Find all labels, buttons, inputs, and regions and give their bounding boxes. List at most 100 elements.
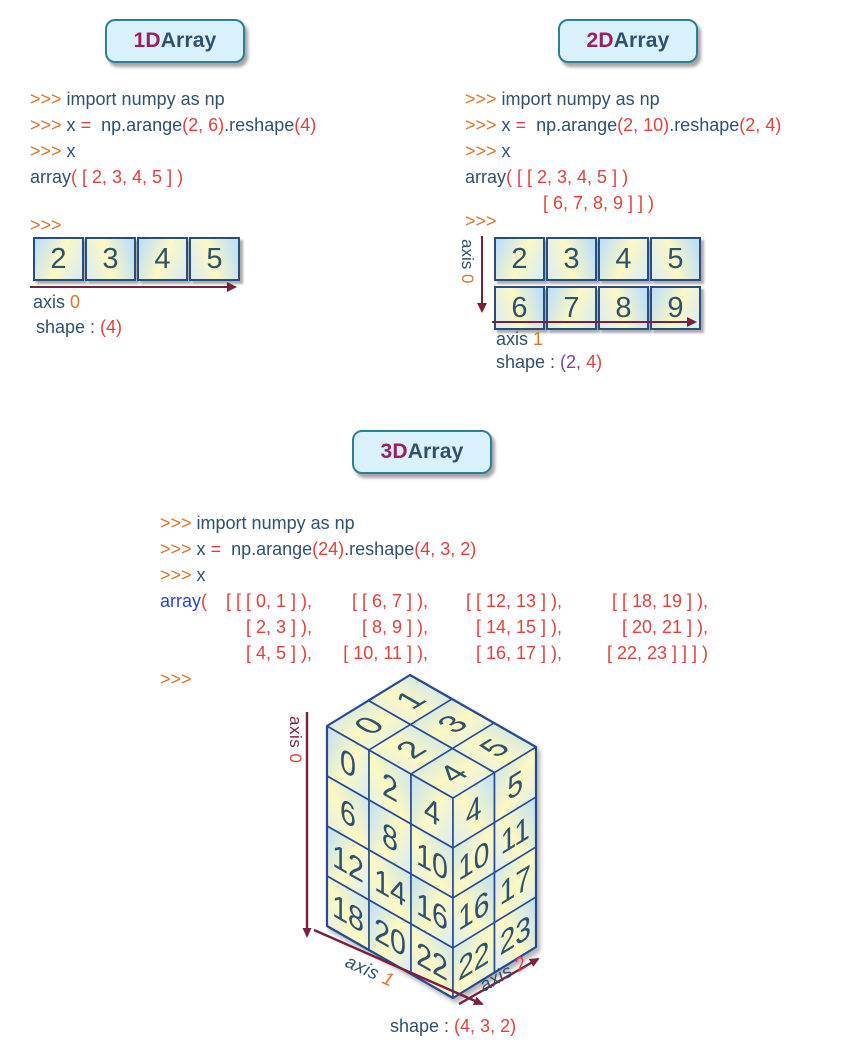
text-segment: shape : [390,1016,455,1036]
3d-shape-label: shape : (4, 3, 2) [390,1016,516,1037]
2d-axis1-label: axis 1 [496,329,543,350]
array-cell: 3 [546,237,597,281]
text-segment: >>> [30,215,62,235]
text-segment: import numpy as np [66,89,225,109]
cube-face-number: 4 [424,788,440,834]
text-segment: >>> [160,513,197,533]
code-line: array( [ [ 2, 3, 4, 5 ] ) [465,164,781,190]
text-segment: >>> [465,115,502,135]
array-text-cell: [ 20, 21 ] ), [621,617,709,637]
text-segment: >>> [160,669,192,689]
text-segment: >>> [465,211,497,231]
text-segment: np.arange [526,115,618,135]
text-segment: (4, 3, 2) [414,539,477,559]
2d-python-prompt: >>> [465,208,497,234]
3d-python-prompt: >>> [160,666,192,692]
1d-axis0-label: axis 0 [33,292,80,313]
text-segment: shape : [36,317,101,337]
badge-dimension-label: 2D [586,29,614,52]
cube-face-number: 2 [382,764,398,810]
text-segment: ( [201,591,213,611]
text-segment: (2, 4) [739,115,782,135]
text-segment: np.arange [91,115,183,135]
2d-axis0-label: axis 0 [457,239,477,283]
code-line: >>> x [465,138,781,164]
code-line: >>> x = np.arange(2, 6).reshape(4) [30,112,316,138]
text-segment: x [196,539,211,559]
array-cell: 6 [494,286,545,330]
3d-array-title-badge: 3D Array [352,430,492,474]
text-segment: >>> [160,565,197,585]
array-cell: 5 [189,237,240,281]
text-segment: 4) [581,352,603,372]
array-text-cell: [ 10, 11 ] ), [343,643,429,663]
badge-dimension-label: 3D [380,440,408,463]
code-line: >>> import numpy as np [160,510,476,536]
cube-face-number: 5 [507,761,523,808]
array-cell: 4 [137,237,188,281]
text-segment: x [66,115,81,135]
text-segment: array [160,591,202,611]
code-line: [ 6, 7, 8, 9 ] ] ) [465,190,781,216]
1d-shape-label: shape : (4) [36,317,122,338]
2d-axis0-arrow [477,236,487,313]
text-segment: axis [458,239,477,274]
1d-axis0-arrow [30,282,237,292]
1d-array-title-badge: 1D Array [105,19,245,63]
array-text-cell: [ 16, 17 ] ), [475,643,563,663]
text-segment: (2, 10) [617,115,670,135]
text-segment: 0 [458,273,477,284]
text-segment: >>> [30,141,67,161]
badge-array-label: Array [407,440,464,463]
text-segment: x [501,115,516,135]
code-line: >>> x [160,562,476,588]
array-cell: 2 [33,237,84,281]
3d-array-output: array( [ [ [ 0, 1 ] ), [ [ 6, 7 ] ), [ [ 1… [160,588,708,666]
text-segment: x [501,141,511,161]
cube-face-number: 8 [382,814,398,860]
text-segment: = [515,115,527,135]
1d-code-block: >>> import numpy as np >>> x = np.arange(… [30,86,316,190]
text-segment: >>> [30,89,67,109]
array-text-cell: [ 22, 23 ] ] ] ) [606,643,709,663]
array-text-cell: [ 2, 3 ] ), [245,617,313,637]
3d-array-output-grid: [ [ [ 0, 1 ] ), [ [ 6, 7 ] ), [ [ 12, 13 ]… [212,588,708,666]
array-cell: 7 [546,286,597,330]
text-segment: shape : [496,352,561,372]
text-segment: [ 6, 7, 8, 9 ] ] ) [543,193,655,213]
text-segment: (4, 3, 2) [454,1016,517,1036]
text-segment: >>> [160,539,197,559]
text-segment: .reshape [224,115,295,135]
text-segment: >>> [465,141,502,161]
cube-face-number: 6 [340,790,356,836]
text-segment: (2, 6) [182,115,225,135]
text-segment: >>> [30,115,67,135]
text-segment: x [196,565,206,585]
array-text-cell: [ [ 6, 7 ] ), [351,591,429,611]
text-segment: (24) [312,539,345,559]
badge-dimension-label: 1D [133,29,161,52]
badge-array-label: Array [160,29,217,52]
text-segment: (4) [100,317,123,337]
array-cell: 5 [650,237,701,281]
array-text-cell: [ [ [ 0, 1 ] ), [225,591,313,611]
text-segment: array [30,167,72,187]
text-segment: >>> [465,89,502,109]
code-line: >>> x = np.arange(2, 10).reshape(2, 4) [465,112,781,138]
text-segment: x [66,141,76,161]
cube-face-number: 4 [466,787,482,834]
code-line: >>> x [30,138,316,164]
1d-python-prompt: >>> [30,212,62,238]
array-text-cell: [ 4, 5 ] ), [245,643,313,663]
text-segment: 0 [70,292,81,312]
3d-code-block: >>> import numpy as np >>> x = np.arange(… [160,510,476,588]
array-cell: 4 [598,237,649,281]
text-segment: import numpy as np [501,89,660,109]
array-cell: 8 [598,286,649,330]
array-text-cell: [ 8, 9 ] ), [361,617,429,637]
text-segment: = [210,539,222,559]
